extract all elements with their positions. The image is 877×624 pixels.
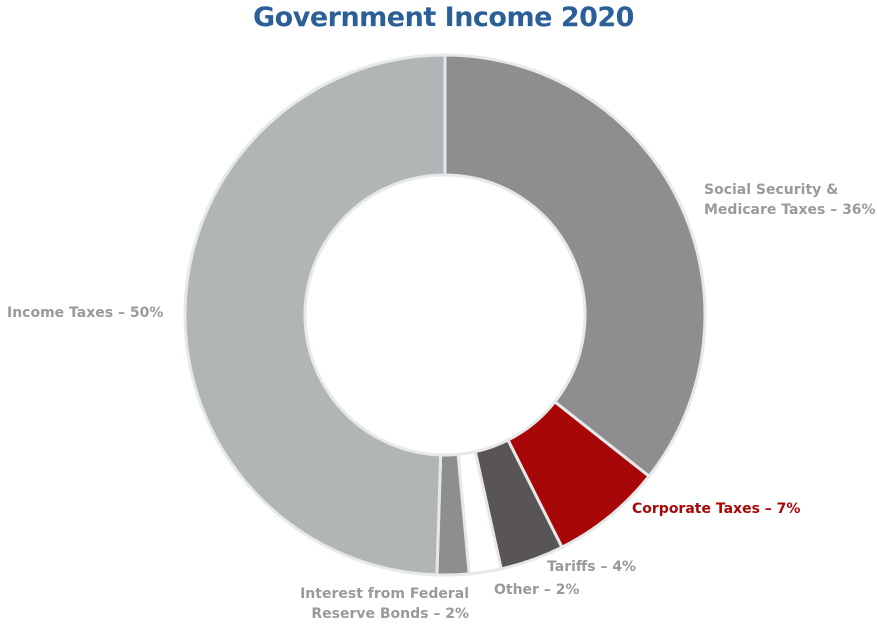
donut-slices — [183, 53, 707, 577]
label-line: Interest from Federal — [300, 586, 469, 602]
label-line: Other – 2% — [494, 582, 580, 598]
label-interest-from-federal-reserve-bonds: Interest from Federal Reserve Bonds – 2% — [300, 584, 469, 624]
slice-social-security-and-medicare-taxes — [443, 53, 707, 479]
label-income-taxes: Income Taxes – 50% — [7, 303, 163, 323]
label-line: Reserve Bonds – 2% — [311, 606, 469, 622]
slice-income-taxes — [183, 53, 447, 577]
label-other: Other – 2% — [494, 580, 579, 600]
label-line: Tariffs – 4% — [547, 559, 637, 575]
label-line: Social Security & — [704, 182, 839, 198]
label-social-security-and-medicare-taxes: Social Security & Medicare Taxes – 36% — [704, 180, 876, 220]
label-line: Income Taxes – 50% — [7, 305, 164, 321]
label-line: Corporate Taxes – 7% — [632, 501, 801, 517]
label-line: Medicare Taxes – 36% — [704, 202, 876, 218]
label-tariffs: Tariffs – 4% — [547, 557, 636, 577]
label-corporate-taxes: Corporate Taxes – 7% — [632, 499, 800, 519]
chart-title: Government Income 2020 — [253, 2, 634, 33]
